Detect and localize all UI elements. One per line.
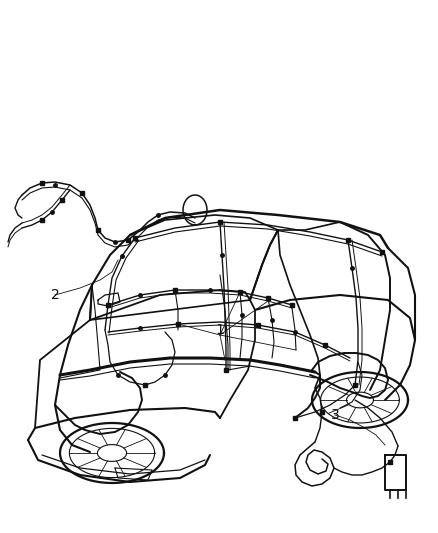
- Text: 2: 2: [51, 288, 60, 302]
- Text: 3: 3: [331, 408, 339, 422]
- Text: 1: 1: [215, 323, 224, 337]
